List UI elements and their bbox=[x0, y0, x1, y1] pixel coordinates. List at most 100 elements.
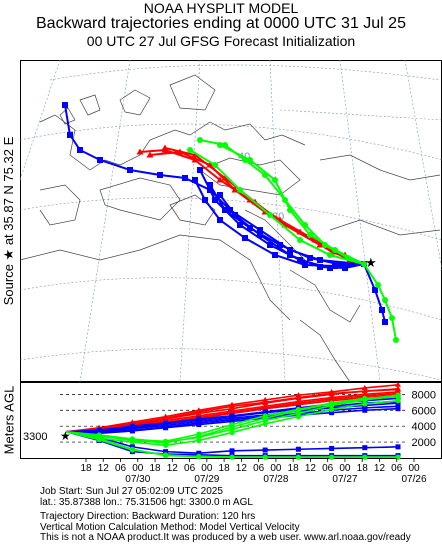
vertical-series-marker bbox=[395, 406, 401, 412]
vertical-series-marker bbox=[129, 439, 135, 445]
graticule bbox=[20, 60, 442, 382]
footer-location: lat.: 35.87388 lon.: 75.31506 hgt: 3300.… bbox=[40, 496, 253, 508]
source-location-text: Source ★ at 35.87 N 75.32 E bbox=[1, 136, 16, 306]
map-trajectory-marker bbox=[267, 242, 273, 248]
x-hour-label: 06 bbox=[391, 463, 403, 474]
map-trajectory-marker bbox=[287, 207, 293, 213]
vertical-series-marker bbox=[196, 437, 202, 444]
vertical-series-marker bbox=[262, 421, 268, 427]
vertical-series bbox=[65, 382, 401, 460]
vertical-series-marker bbox=[395, 454, 401, 460]
vertical-series-marker bbox=[329, 406, 335, 413]
x-hour-label: 06 bbox=[184, 463, 196, 474]
x-hour-label: 00 bbox=[270, 463, 282, 474]
map-trajectory-marker bbox=[372, 287, 378, 293]
vertical-series-marker bbox=[295, 394, 302, 400]
x-date-label: 07/29 bbox=[194, 474, 219, 484]
vertical-series-marker bbox=[262, 413, 268, 419]
vertical-series-marker bbox=[328, 390, 335, 396]
vertical-series-marker bbox=[361, 388, 368, 394]
map-trajectory-marker bbox=[317, 264, 323, 270]
map-trajectory-marker bbox=[327, 265, 333, 271]
x-hour-label: 12 bbox=[236, 463, 248, 474]
vertical-series-marker bbox=[229, 454, 235, 460]
map-trajectory-marker bbox=[272, 177, 278, 183]
vertical-series-marker bbox=[229, 421, 235, 428]
vertical-axis-label: Meters AGL bbox=[0, 382, 18, 458]
map-trajectory-marker bbox=[217, 217, 223, 223]
map-trajectory-marker bbox=[327, 252, 333, 258]
map-trajectory-marker bbox=[146, 151, 154, 158]
vertical-series-marker bbox=[196, 450, 202, 456]
source-height-label: 3300 bbox=[23, 431, 47, 443]
x-hour-label: 00 bbox=[132, 463, 144, 474]
map-trajectory-marker bbox=[316, 241, 324, 248]
x-hour-label: 00 bbox=[408, 463, 420, 474]
vertical-series-marker bbox=[229, 448, 235, 454]
map-trajectory-marker bbox=[382, 319, 388, 325]
y-tick-label: 2000 bbox=[412, 437, 436, 449]
map-trajectory-marker bbox=[267, 212, 273, 218]
x-hour-label: 12 bbox=[98, 463, 110, 474]
map-trajectory-marker bbox=[389, 315, 395, 321]
map-trajectory-marker bbox=[247, 157, 253, 163]
map-trajectory-marker bbox=[197, 137, 203, 143]
x-hour-label: 18 bbox=[288, 463, 300, 474]
map-trajectory-marker bbox=[187, 147, 193, 153]
source-star-icon: ★ bbox=[365, 256, 377, 271]
vertical-series-marker bbox=[362, 395, 368, 401]
map-trajectory-marker bbox=[307, 255, 313, 261]
x-hour-label: 00 bbox=[339, 463, 351, 474]
map-trajectory-marker bbox=[97, 157, 103, 163]
y-tick-label: 8000 bbox=[412, 389, 436, 401]
x-date-label: 07/28 bbox=[263, 474, 288, 484]
vertical-series-marker bbox=[295, 414, 301, 420]
vertical-series-marker bbox=[196, 431, 202, 437]
map-trajectory-marker bbox=[67, 132, 73, 138]
map-trajectory-marker bbox=[393, 337, 399, 343]
map-trajectory-marker bbox=[379, 307, 385, 313]
vertical-series-marker bbox=[262, 454, 268, 460]
vertical-series-marker bbox=[163, 442, 169, 448]
x-date-label: 07/27 bbox=[332, 474, 357, 484]
map-trajectory-marker bbox=[297, 237, 303, 243]
vertical-series-marker bbox=[129, 447, 135, 453]
vertical-series-marker bbox=[329, 445, 335, 451]
map-trajectory-marker bbox=[191, 151, 199, 158]
map-trajectory-marker bbox=[232, 212, 238, 218]
footer-job-start: Job Start: Sun Jul 27 05:02:09 UTC 2025 bbox=[40, 486, 223, 497]
title-main: Backward trajectories ending at 0000 UTC… bbox=[36, 15, 406, 32]
map-trajectory-marker bbox=[257, 227, 263, 233]
x-hour-label: 18 bbox=[219, 463, 231, 474]
map-trajectory-marker bbox=[197, 167, 203, 173]
map-trajectory-marker bbox=[231, 186, 239, 193]
vertical-series-marker bbox=[96, 437, 102, 443]
vertical-series-marker bbox=[195, 408, 202, 414]
vertical-series-marker bbox=[295, 406, 301, 413]
vertical-series-marker bbox=[395, 444, 401, 450]
map-trajectory-marker bbox=[157, 172, 163, 178]
map-trajectory-marker bbox=[335, 261, 341, 267]
trajectories bbox=[62, 102, 399, 343]
footer-disclaimer: This is not a NOAA product.It was produc… bbox=[40, 532, 411, 543]
y-tick-label: 4000 bbox=[412, 421, 436, 433]
footer-vertical-motion: Vertical Motion Calculation Method: Mode… bbox=[40, 521, 300, 533]
vertical-series-marker bbox=[163, 449, 169, 455]
map-trajectory-marker bbox=[272, 252, 278, 258]
source-location-label: Source ★ at 35.87 N 75.32 E bbox=[0, 60, 18, 382]
x-hour-label: 18 bbox=[80, 463, 92, 474]
map-trajectory-marker bbox=[127, 167, 133, 173]
vertical-series-marker bbox=[196, 454, 202, 460]
vertical-series-marker bbox=[262, 399, 269, 405]
map-trajectory-marker bbox=[207, 182, 213, 188]
vertical-axis-label-text: Meters AGL bbox=[1, 385, 17, 455]
x-date-label: 07/30 bbox=[125, 474, 150, 484]
map-trajectory-marker bbox=[77, 147, 83, 153]
x-hour-label: 12 bbox=[374, 463, 386, 474]
vertical-series-marker bbox=[395, 394, 401, 400]
map-trajectory-marker bbox=[297, 257, 303, 263]
map-trajectory-marker bbox=[257, 232, 263, 238]
x-hour-label: 00 bbox=[201, 463, 213, 474]
y-tick-label: 6000 bbox=[412, 405, 436, 417]
